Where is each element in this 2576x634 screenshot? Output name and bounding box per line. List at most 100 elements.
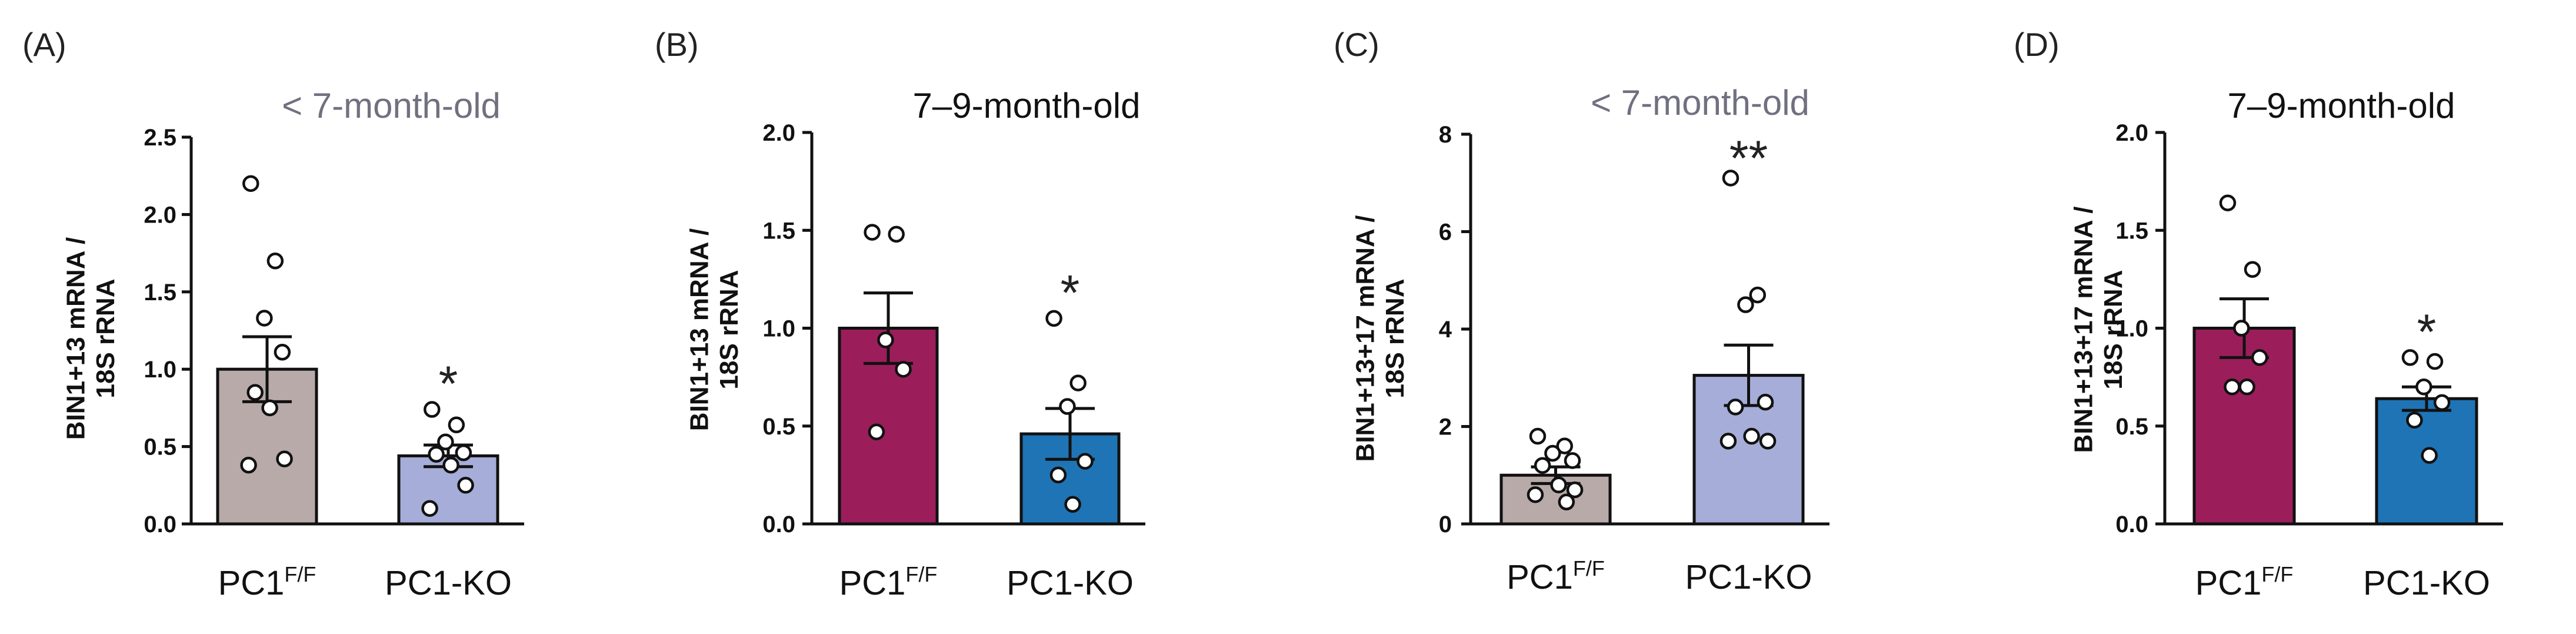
category-label-superscript: F/F bbox=[1573, 556, 1605, 580]
y-tick-label: 0.0 bbox=[2115, 512, 2148, 537]
y-tick-label: 2.5 bbox=[144, 125, 176, 151]
significance-marker: ** bbox=[1729, 130, 1768, 185]
y-tick-label: 0.5 bbox=[144, 434, 176, 460]
y-tick-label: 6 bbox=[1439, 220, 1452, 245]
panel-label: (B) bbox=[655, 26, 699, 63]
data-point bbox=[274, 344, 291, 361]
data-point bbox=[1722, 170, 1739, 187]
y-axis-label-line: BIN1+13 mRNA / bbox=[685, 228, 714, 431]
data-point bbox=[888, 225, 905, 243]
y-axis-label: BIN1+13+17 mRNA /18S rRNA bbox=[1351, 215, 1409, 462]
data-point bbox=[2233, 320, 2250, 337]
significance-marker: * bbox=[2417, 304, 2437, 359]
data-point bbox=[421, 500, 438, 517]
y-axis-label-line: BIN1+13 mRNA / bbox=[61, 237, 90, 440]
category-label-text: PC1 bbox=[218, 564, 285, 602]
chart-title: < 7-month-old bbox=[1591, 83, 1809, 122]
category-label-superscript: F/F bbox=[284, 562, 316, 586]
data-point bbox=[1749, 286, 1767, 304]
significance-marker: * bbox=[1061, 265, 1080, 320]
y-tick-label: 2.0 bbox=[762, 120, 795, 146]
data-point bbox=[1556, 437, 1574, 454]
data-point bbox=[864, 224, 881, 241]
y-tick-label: 1.0 bbox=[144, 357, 176, 383]
category-label: PC1F/F bbox=[1507, 556, 1605, 596]
panel-label: (A) bbox=[22, 26, 66, 63]
data-point bbox=[1566, 481, 1584, 499]
data-point bbox=[2238, 379, 2255, 396]
category-label-text: PC1 bbox=[1507, 558, 1573, 596]
data-point bbox=[1558, 493, 1575, 511]
data-point bbox=[1059, 398, 1076, 415]
category-label: PC1F/F bbox=[839, 562, 938, 602]
data-point bbox=[1064, 496, 1081, 513]
data-point bbox=[2406, 411, 2423, 429]
data-point bbox=[1757, 393, 1774, 411]
data-point bbox=[877, 331, 894, 348]
data-point bbox=[1743, 427, 1760, 445]
category-label: PC1-KO bbox=[2363, 564, 2490, 602]
data-point bbox=[1550, 476, 1567, 494]
chart-title: 7–9-month-old bbox=[2228, 86, 2455, 125]
data-point bbox=[1564, 452, 1581, 469]
y-tick-label: 0.5 bbox=[762, 414, 795, 440]
category-label-superscript: F/F bbox=[905, 562, 937, 586]
y-axis-label-line: 18S rRNA bbox=[2099, 270, 2128, 390]
data-point bbox=[2244, 261, 2261, 278]
category-label-text: PC1-KO bbox=[1007, 564, 1134, 602]
data-point bbox=[868, 423, 885, 440]
y-tick-label: 1.5 bbox=[144, 280, 176, 306]
y-axis-label-line: 18S rRNA bbox=[91, 279, 120, 399]
y-tick-label: 0.0 bbox=[144, 512, 176, 537]
category-label-text: PC1-KO bbox=[385, 564, 512, 602]
category-label-text: PC1 bbox=[839, 564, 906, 602]
category-label-text: PC1-KO bbox=[1685, 558, 1812, 596]
y-tick-label: 2 bbox=[1439, 414, 1452, 440]
panel-d: (D) 7–9-month-old BIN1+13+17 mRNA /18S rRN… bbox=[2014, 26, 2503, 602]
data-point bbox=[1077, 453, 1094, 470]
category-label-superscript: F/F bbox=[2261, 562, 2293, 586]
data-point bbox=[1049, 466, 1067, 484]
data-point bbox=[1737, 296, 1754, 313]
category-label: PC1F/F bbox=[2195, 562, 2294, 602]
y-tick-label: 2.0 bbox=[2115, 120, 2148, 146]
data-point bbox=[266, 252, 284, 270]
chart-title: < 7-month-old bbox=[282, 86, 501, 125]
category-label-text: PC1 bbox=[2195, 564, 2262, 602]
panel-b: (B) 7–9-month-old BIN1+13 mRNA /18S rRNA PC… bbox=[655, 26, 1145, 602]
y-tick-label: 1.0 bbox=[2115, 316, 2148, 342]
data-point bbox=[2251, 349, 2268, 366]
data-point bbox=[455, 444, 472, 462]
data-point bbox=[242, 175, 259, 192]
significance-marker: * bbox=[439, 356, 458, 411]
data-point bbox=[240, 456, 257, 474]
bar-pc1-ff bbox=[2192, 327, 2296, 526]
y-tick-label: 0.0 bbox=[762, 512, 795, 537]
data-point bbox=[2433, 394, 2451, 411]
y-tick-label: 0.5 bbox=[2115, 414, 2148, 440]
data-point bbox=[424, 401, 441, 418]
y-axis-label: BIN1+13 mRNA /18S rRNA bbox=[61, 237, 120, 440]
category-label: PC1-KO bbox=[385, 564, 512, 602]
data-point bbox=[2219, 194, 2237, 211]
y-axis-label-line: BIN1+13+17 mRNA / bbox=[2069, 206, 2098, 453]
data-point bbox=[428, 446, 445, 463]
data-point bbox=[246, 384, 264, 401]
data-point bbox=[2421, 447, 2438, 464]
data-point bbox=[1727, 399, 1744, 416]
y-axis-label-line: 18S rRNA bbox=[1381, 279, 1409, 399]
data-point bbox=[1534, 457, 1551, 474]
data-point bbox=[1544, 444, 1561, 462]
y-tick-label: 0 bbox=[1439, 512, 1452, 537]
category-label: PC1F/F bbox=[218, 562, 316, 602]
y-tick-label: 4 bbox=[1439, 317, 1452, 343]
data-point bbox=[895, 361, 912, 378]
data-point bbox=[1759, 433, 1777, 450]
data-point bbox=[1529, 427, 1547, 445]
data-point bbox=[2426, 353, 2444, 370]
y-tick-label: 8 bbox=[1439, 122, 1452, 148]
panel-a: (A) < 7-month-old BIN1+13 mRNA /18S rRNA PC… bbox=[22, 26, 524, 602]
y-axis-label: BIN1+13 mRNA /18S rRNA bbox=[685, 228, 744, 431]
data-point bbox=[442, 456, 459, 474]
data-point bbox=[2401, 349, 2419, 366]
